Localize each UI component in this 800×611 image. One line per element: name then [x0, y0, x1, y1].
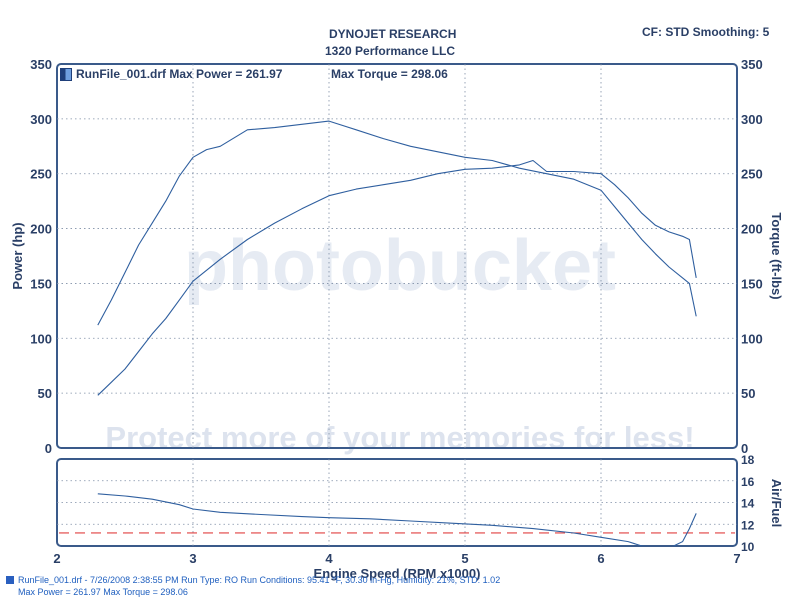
afr-tick-label: 14	[741, 497, 755, 511]
right-tick-label: 50	[741, 386, 755, 401]
x-axis-label: Engine Speed (RPM x1000)	[314, 566, 481, 581]
chart-subtitle: 1320 Performance LLC	[325, 44, 456, 58]
x-tick-label: 4	[325, 551, 333, 566]
run-file-icon	[60, 68, 72, 81]
footer-run-info: RunFile_001.drf - 7/26/2008 2:38:55 PM R…	[18, 575, 501, 585]
series-line-torque	[97, 120, 697, 326]
legend-file: RunFile_001.drf Max Power = 261.97	[76, 67, 283, 81]
left-tick-label: 350	[30, 57, 52, 72]
right-tick-label: 100	[741, 331, 763, 346]
left-tick-label: 100	[30, 331, 52, 346]
left-tick-label: 300	[30, 112, 52, 127]
footer-max-values: Max Power = 261.97 Max Torque = 298.06	[18, 587, 188, 597]
series-line-air-fuel	[97, 493, 697, 546]
afr-tick-label: 10	[741, 540, 755, 554]
x-tick-label: 7	[733, 551, 740, 566]
y-axis-label-afr: Air/Fuel	[769, 479, 784, 527]
right-tick-label: 0	[741, 441, 748, 456]
right-tick-label: 250	[741, 167, 763, 182]
afr-tick-label: 16	[741, 475, 755, 489]
watermark-brand: photobucket	[184, 226, 616, 306]
left-tick-label: 0	[45, 441, 52, 456]
chart-settings: CF: STD Smoothing: 5	[642, 25, 770, 39]
right-tick-label: 300	[741, 112, 763, 127]
right-tick-label: 150	[741, 276, 763, 291]
y-axis-label-torque: Torque (ft-lbs)	[769, 212, 784, 299]
left-tick-label: 50	[38, 386, 52, 401]
right-tick-label: 200	[741, 222, 763, 237]
chart-title: DYNOJET RESEARCH	[329, 27, 457, 41]
main-plot-frame	[56, 63, 738, 449]
series-line-power	[97, 159, 697, 396]
right-tick-label: 350	[741, 57, 763, 72]
x-tick-label: 6	[597, 551, 604, 566]
afr-tick-label: 12	[741, 518, 755, 532]
left-tick-label: 150	[30, 276, 52, 291]
x-tick-label: 2	[53, 551, 60, 566]
legend-max-torque: Max Torque = 298.06	[331, 67, 448, 81]
y-axis-label-power: Power (hp)	[10, 222, 25, 289]
x-tick-label: 5	[461, 551, 468, 566]
footer-file-icon	[6, 576, 14, 584]
watermark-tagline: Protect more of your memories for less!	[105, 420, 694, 455]
afr-tick-label: 18	[741, 453, 755, 467]
left-tick-label: 200	[30, 222, 52, 237]
left-tick-label: 250	[30, 167, 52, 182]
x-tick-label: 3	[189, 551, 196, 566]
